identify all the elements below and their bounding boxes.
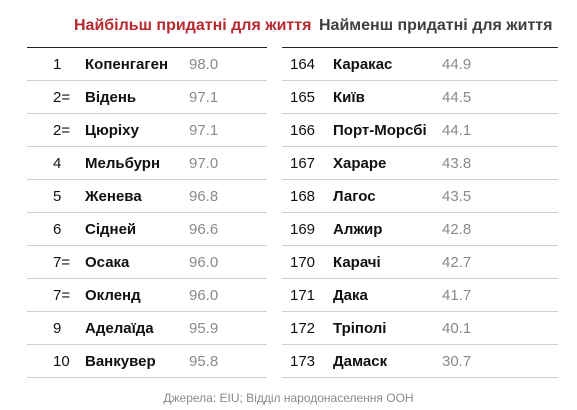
city-cell: Каракас <box>333 55 393 73</box>
score-cell: 42.7 <box>442 253 472 271</box>
score-cell: 44.9 <box>442 55 472 73</box>
city-cell: Женева <box>85 187 142 205</box>
rank-cell: 5 <box>53 187 62 205</box>
city-cell: Копенгаген <box>85 55 169 73</box>
rank-cell: 4 <box>53 154 62 172</box>
table-row: 1 Копенгаген 98.0 <box>27 48 267 81</box>
city-cell: Дака <box>333 286 368 304</box>
city-cell: Осака <box>85 253 130 271</box>
table-row: 168 Лагос 43.5 <box>282 180 558 213</box>
rank-cell: 171 <box>290 286 316 304</box>
table-row: 172 Тріполі 40.1 <box>282 312 558 345</box>
rank-cell: 173 <box>290 352 316 370</box>
most-livable-table: 1 Копенгаген 98.0 2= Відень 97.1 2= Цюрі… <box>27 47 267 378</box>
city-cell: Цюріху <box>85 121 139 139</box>
table-row: 164 Каракас 44.9 <box>282 48 558 81</box>
rank-cell: 2= <box>53 88 71 106</box>
city-cell: Алжир <box>333 220 383 238</box>
score-cell: 96.8 <box>189 187 219 205</box>
rank-cell: 10 <box>53 352 70 370</box>
city-cell: Карачі <box>333 253 381 271</box>
city-cell: Порт-Морсбі <box>333 121 427 139</box>
rank-cell: 166 <box>290 121 316 139</box>
score-cell: 43.5 <box>442 187 472 205</box>
score-cell: 97.1 <box>189 121 219 139</box>
city-cell: Аделаїда <box>85 319 154 337</box>
score-cell: 95.8 <box>189 352 219 370</box>
city-cell: Мельбурн <box>85 154 161 172</box>
rank-cell: 7= <box>53 286 71 304</box>
least-livable-table: 164 Каракас 44.9 165 Київ 44.5 166 Порт-… <box>282 47 558 378</box>
score-cell: 44.5 <box>442 88 472 106</box>
rank-cell: 167 <box>290 154 316 172</box>
city-cell: Київ <box>333 88 365 106</box>
table-row: 173 Дамаск 30.7 <box>282 345 558 378</box>
city-cell: Хараре <box>333 154 387 172</box>
score-cell: 41.7 <box>442 286 472 304</box>
table-row: 2= Цюріху 97.1 <box>27 114 267 147</box>
table-row: 4 Мельбурн 97.0 <box>27 147 267 180</box>
score-cell: 96.0 <box>189 253 219 271</box>
rank-cell: 170 <box>290 253 316 271</box>
most-livable-header: Найбільш придатні для життя <box>74 17 312 34</box>
score-cell: 42.8 <box>442 220 472 238</box>
table-row: 167 Хараре 43.8 <box>282 147 558 180</box>
rank-cell: 169 <box>290 220 316 238</box>
rank-cell: 7= <box>53 253 71 271</box>
table-row: 6 Сідней 96.6 <box>27 213 267 246</box>
table-row: 7= Осака 96.0 <box>27 246 267 279</box>
city-cell: Окленд <box>85 286 141 304</box>
table-row: 5 Женева 96.8 <box>27 180 267 213</box>
score-cell: 95.9 <box>189 319 219 337</box>
score-cell: 98.0 <box>189 55 219 73</box>
table-row: 9 Аделаїда 95.9 <box>27 312 267 345</box>
score-cell: 97.1 <box>189 88 219 106</box>
source-note: Джерела: EIU; Відділ народонаселення ООН <box>163 391 414 405</box>
score-cell: 44.1 <box>442 121 472 139</box>
table-row: 170 Карачі 42.7 <box>282 246 558 279</box>
score-cell: 30.7 <box>442 352 472 370</box>
score-cell: 96.0 <box>189 286 219 304</box>
city-cell: Лагос <box>333 187 376 205</box>
least-livable-header: Найменш придатні для життя <box>319 17 553 34</box>
score-cell: 43.8 <box>442 154 472 172</box>
table-row: 166 Порт-Морсбі 44.1 <box>282 114 558 147</box>
city-cell: Відень <box>85 88 137 106</box>
table-row: 165 Київ 44.5 <box>282 81 558 114</box>
rank-cell: 2= <box>53 121 71 139</box>
city-cell: Ванкувер <box>85 352 156 370</box>
rank-cell: 9 <box>53 319 62 337</box>
table-row: 2= Відень 97.1 <box>27 81 267 114</box>
table-row: 7= Окленд 96.0 <box>27 279 267 312</box>
city-cell: Дамаск <box>333 352 388 370</box>
city-cell: Сідней <box>85 220 137 238</box>
table-row: 169 Алжир 42.8 <box>282 213 558 246</box>
table-row: 171 Дака 41.7 <box>282 279 558 312</box>
rank-cell: 6 <box>53 220 62 238</box>
rank-cell: 172 <box>290 319 316 337</box>
score-cell: 97.0 <box>189 154 219 172</box>
city-cell: Тріполі <box>333 319 387 337</box>
rank-cell: 164 <box>290 55 316 73</box>
table-row: 10 Ванкувер 95.8 <box>27 345 267 378</box>
rank-cell: 165 <box>290 88 316 106</box>
score-cell: 96.6 <box>189 220 219 238</box>
score-cell: 40.1 <box>442 319 472 337</box>
rank-cell: 168 <box>290 187 316 205</box>
rank-cell: 1 <box>53 55 62 73</box>
